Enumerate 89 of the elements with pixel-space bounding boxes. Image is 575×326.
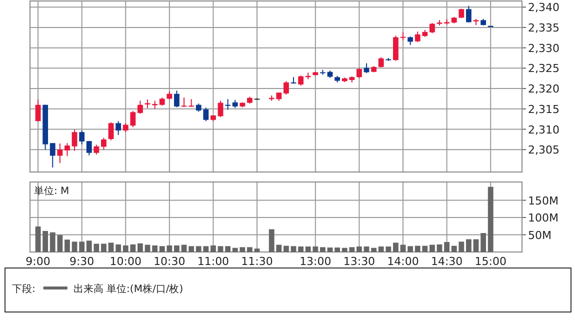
candlestick — [225, 98, 231, 110]
candlestick — [364, 62, 370, 74]
bar — [188, 246, 194, 252]
x-tick-label: 10:00 — [110, 255, 142, 268]
x-tick-label: 14:00 — [387, 255, 419, 268]
bar — [444, 242, 450, 252]
x-tick-label: 14:30 — [430, 255, 463, 268]
y-tick-label: 150M — [528, 194, 558, 208]
candlestick — [108, 122, 114, 141]
bar — [101, 244, 106, 252]
candlestick — [138, 100, 143, 114]
y-tick-label: 2,310 — [528, 123, 560, 136]
bar — [290, 246, 296, 252]
bar — [488, 186, 494, 252]
bar — [152, 245, 158, 252]
y-tick-label: 2,340 — [528, 1, 560, 14]
x-tick-label: 15:00 — [474, 255, 506, 268]
bar — [436, 244, 442, 252]
candlestick — [94, 144, 100, 155]
candlestick — [174, 90, 180, 108]
candlestick — [188, 98, 194, 108]
bar — [247, 247, 252, 252]
bar — [138, 243, 143, 252]
x-tick-label: 10:30 — [154, 255, 186, 268]
bar — [225, 246, 231, 252]
y-tick-label: 2,335 — [528, 21, 560, 34]
candlestick — [116, 120, 122, 136]
bar — [320, 247, 326, 252]
bar — [116, 244, 122, 252]
bar — [408, 246, 414, 252]
candlestick — [72, 129, 78, 152]
legend-title: 下段: — [12, 283, 36, 295]
candlestick — [57, 143, 63, 164]
bar — [284, 246, 289, 252]
candlestick — [356, 68, 362, 78]
y-tick-label: 50M — [528, 228, 552, 242]
bar — [393, 242, 398, 252]
bar — [400, 244, 406, 252]
bar — [210, 245, 216, 252]
candlestick — [218, 100, 224, 118]
bar — [72, 242, 78, 252]
y-tick-label: 2,320 — [528, 82, 560, 96]
bar — [64, 240, 70, 252]
bar — [174, 245, 180, 252]
bar — [473, 239, 479, 252]
bar — [334, 248, 340, 252]
bar — [466, 239, 472, 252]
candlestick — [64, 142, 70, 157]
y-tick-label: 2,330 — [528, 42, 560, 55]
bar — [371, 248, 377, 252]
y-tick-label: 2,325 — [528, 62, 560, 76]
candlestick — [466, 5, 472, 24]
candlestick — [393, 35, 398, 62]
candlestick — [284, 80, 289, 96]
bar — [356, 246, 362, 252]
x-tick-label: 13:30 — [343, 255, 376, 268]
bar — [42, 230, 48, 252]
candlestick — [181, 96, 187, 108]
legend-label: 出来高 単位:(M株/口/枚) — [73, 283, 184, 295]
candlestick — [430, 22, 435, 34]
bar — [144, 244, 150, 252]
x-tick-label: 9:30 — [69, 255, 94, 268]
candlestick — [298, 75, 304, 86]
y-tick-label: 2,305 — [528, 144, 560, 157]
x-tick-label: 9:00 — [26, 255, 50, 268]
candlestick — [101, 137, 106, 150]
y-tick-label: 100M — [528, 212, 558, 225]
candlestick — [50, 142, 56, 168]
y-axis-title: 単位: M — [34, 185, 70, 197]
x-tick-label: 13:00 — [300, 255, 332, 268]
bar — [298, 246, 304, 252]
bar — [364, 246, 370, 252]
candlestick — [86, 140, 92, 156]
bar — [480, 233, 486, 252]
bar — [79, 242, 85, 252]
bar — [35, 226, 41, 252]
bar — [254, 248, 260, 252]
y-tick-label: 2,315 — [528, 102, 560, 116]
candlestick — [35, 99, 41, 122]
candlestick — [79, 130, 85, 145]
candlestick — [378, 56, 384, 68]
bar — [181, 244, 187, 252]
bar — [218, 246, 224, 252]
candlestick — [458, 8, 464, 19]
x-tick-label: 11:30 — [241, 255, 273, 268]
bar — [327, 248, 333, 252]
x-tick-label: 11:00 — [197, 255, 230, 268]
bar — [108, 242, 114, 252]
bar — [430, 244, 435, 252]
